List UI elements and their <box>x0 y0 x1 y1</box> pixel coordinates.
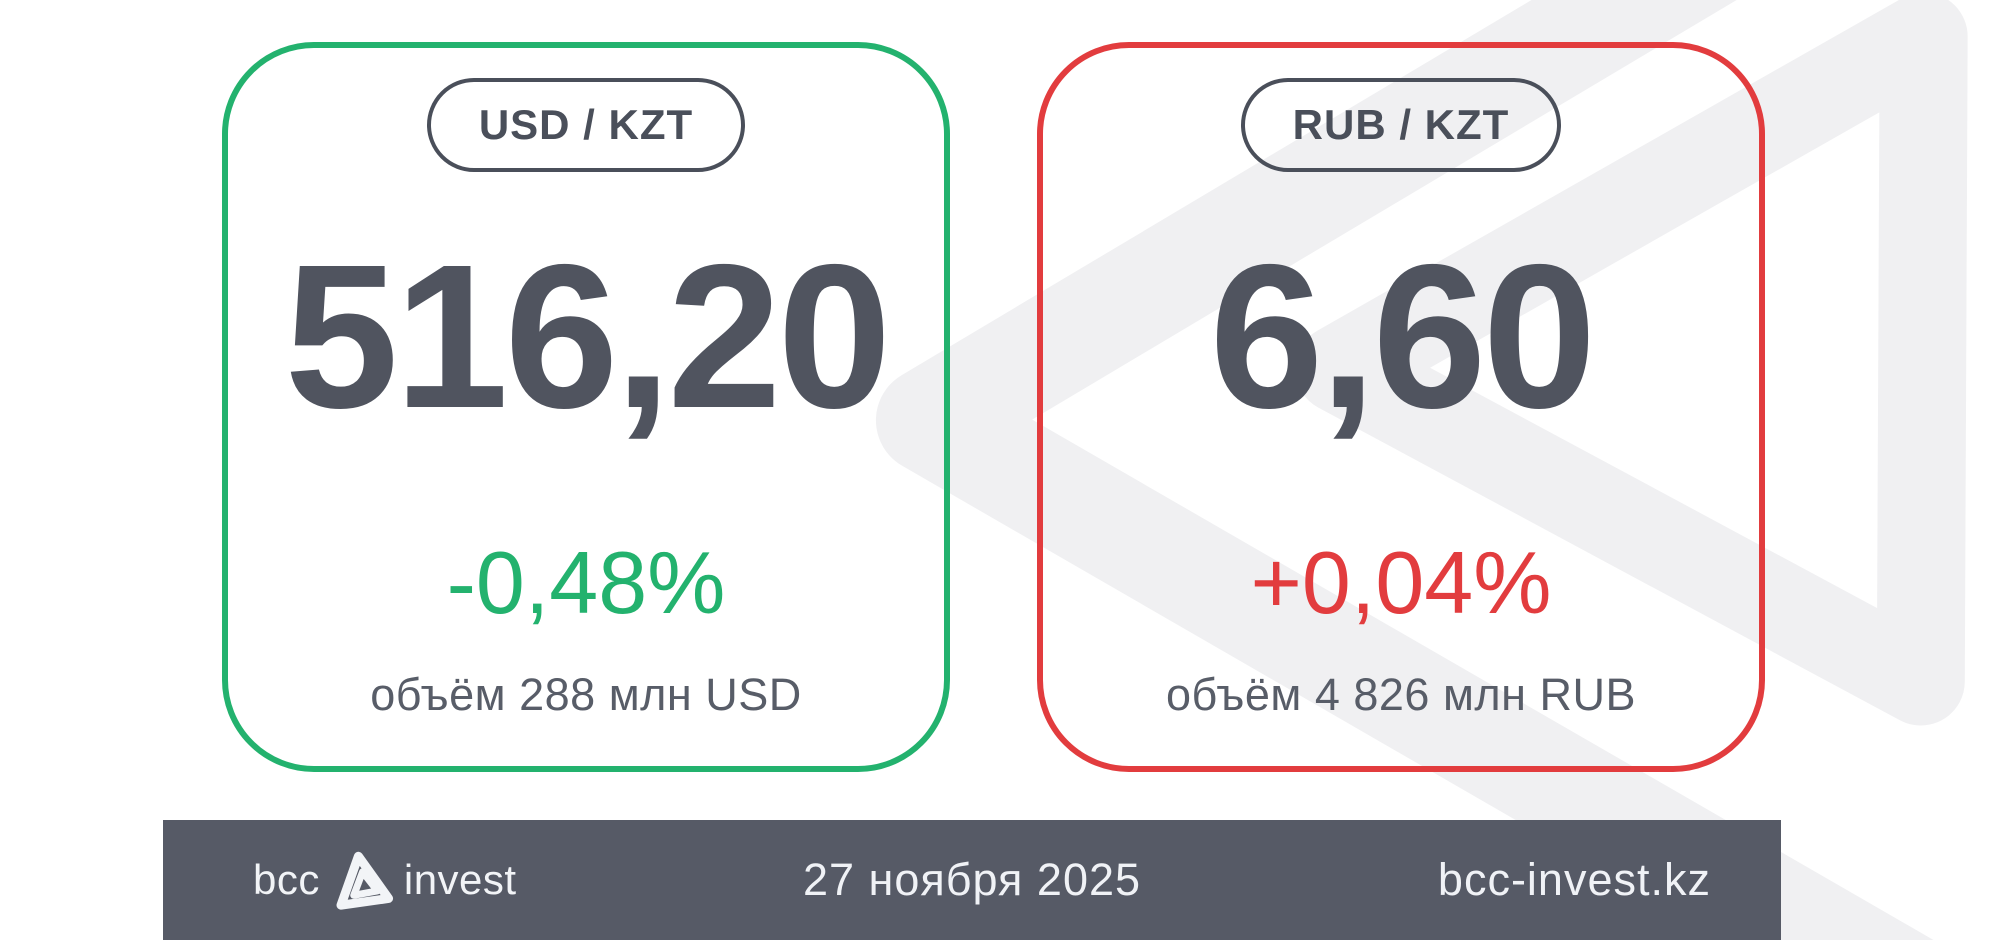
rub-kzt-card: RUB / KZT 6,60 +0,04% объём 4 826 млн RU… <box>1037 42 1765 772</box>
bcc-invest-logo: bcc invest <box>253 844 517 916</box>
logo-text-invest: invest <box>403 856 517 903</box>
rub-volume-label: объём 4 826 млн RUB <box>1165 669 1637 720</box>
logo-text-bcc: bcc <box>253 856 320 903</box>
currency-pair-badge-rub: RUB / KZT <box>1240 78 1562 172</box>
usd-kzt-card: USD / KZT 516,20 -0,48% объём 288 млн US… <box>222 42 950 772</box>
footer-website: bcc-invest.kz <box>1437 854 1711 905</box>
footer-bar: bcc invest 27 ноября 2025 bcc-invest.kz <box>163 820 1781 940</box>
usd-change-percent: -0,48% <box>446 533 726 632</box>
usd-volume-label: объём 288 млн USD <box>370 669 802 720</box>
currency-pair-badge-usd: USD / KZT <box>426 78 746 172</box>
rub-change-percent: +0,04% <box>1250 533 1552 632</box>
usd-rate-value: 516,20 <box>284 222 891 451</box>
bcc-triangle-icon <box>336 851 393 910</box>
rub-rate-value: 6,60 <box>1209 222 1597 451</box>
